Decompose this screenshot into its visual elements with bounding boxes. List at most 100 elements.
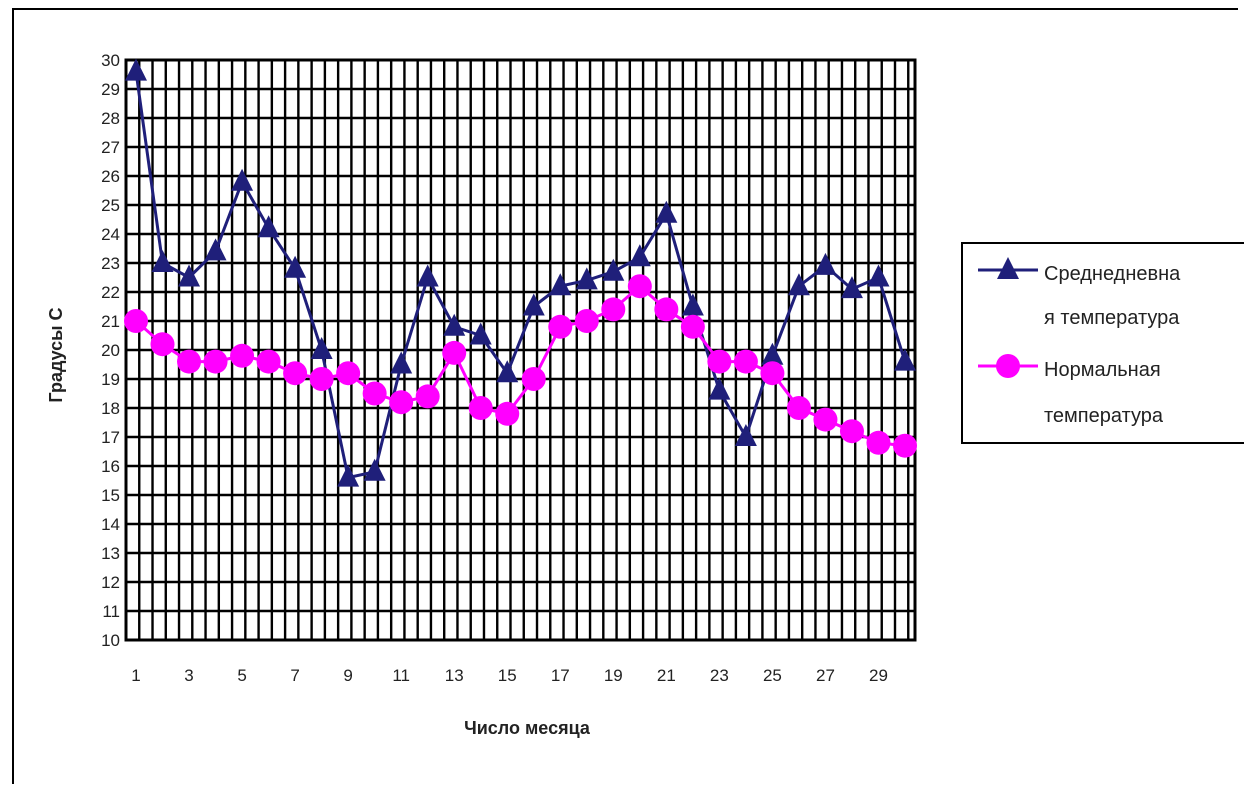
data-point-triangle bbox=[204, 238, 227, 261]
y-tick-label: 20 bbox=[101, 341, 120, 360]
y-tick-label: 15 bbox=[101, 486, 120, 505]
x-tick-label: 17 bbox=[551, 666, 570, 685]
y-axis-ticks: 10 11 12 13 14 15 16 17 18 19 20 21 22 23 24 25 26 27 28 29… bbox=[101, 51, 120, 650]
legend-marker-circle bbox=[996, 354, 1020, 378]
data-point-triangle bbox=[867, 264, 890, 287]
data-point-circle bbox=[760, 361, 785, 386]
data-point-circle bbox=[283, 361, 308, 386]
data-point-triangle bbox=[602, 258, 625, 281]
data-point-triangle bbox=[390, 351, 413, 374]
data-point-circle bbox=[309, 367, 334, 391]
data-point-circle bbox=[786, 396, 811, 420]
legend-label-line1: Среднедневна bbox=[1044, 263, 1181, 285]
data-point-triangle bbox=[443, 313, 466, 336]
x-tick-label: 11 bbox=[392, 666, 410, 685]
y-tick-label: 13 bbox=[101, 544, 120, 563]
y-tick-label: 30 bbox=[101, 51, 120, 70]
data-point-triangle bbox=[628, 244, 651, 267]
legend-label-line2: я температура bbox=[1044, 307, 1180, 329]
data-point-circle bbox=[866, 430, 891, 455]
data-point-triangle bbox=[708, 377, 731, 400]
legend-label-line2: температура bbox=[1044, 405, 1164, 427]
x-tick-label: 29 bbox=[869, 666, 888, 685]
y-tick-label: 14 bbox=[101, 515, 120, 534]
data-point-circle bbox=[468, 396, 493, 420]
data-point-circle bbox=[389, 390, 414, 415]
data-point-circle bbox=[362, 381, 387, 406]
x-tick-label: 19 bbox=[604, 666, 623, 685]
x-tick-label: 9 bbox=[343, 666, 352, 685]
y-tick-label: 10 bbox=[101, 631, 120, 650]
data-point-triangle bbox=[894, 348, 916, 371]
data-point-circle bbox=[601, 297, 626, 322]
x-axis-title: Число месяца bbox=[464, 718, 591, 738]
data-point-circle bbox=[627, 274, 652, 299]
data-point-triangle bbox=[575, 267, 598, 290]
data-point-triangle bbox=[549, 273, 572, 296]
data-point-triangle bbox=[787, 273, 810, 296]
data-point-circle bbox=[336, 361, 361, 386]
y-tick-label: 24 bbox=[101, 225, 120, 244]
chart-frame bbox=[12, 8, 1238, 784]
y-tick-label: 29 bbox=[101, 80, 120, 99]
series-line bbox=[134, 71, 907, 480]
x-tick-label: 3 bbox=[184, 666, 193, 685]
x-tick-label: 23 bbox=[710, 666, 729, 685]
series-1 bbox=[125, 58, 916, 487]
series-2 bbox=[124, 274, 917, 458]
y-axis-title: Градусы С bbox=[46, 307, 66, 402]
data-point-circle bbox=[654, 297, 679, 322]
data-point-circle bbox=[893, 433, 917, 458]
y-tick-label: 26 bbox=[101, 167, 120, 186]
data-point-circle bbox=[680, 314, 705, 339]
y-tick-label: 27 bbox=[101, 138, 120, 157]
x-tick-label: 27 bbox=[816, 666, 835, 685]
y-tick-label: 22 bbox=[101, 283, 120, 302]
y-tick-label: 16 bbox=[101, 457, 120, 476]
y-tick-label: 19 bbox=[101, 370, 120, 389]
data-point-circle bbox=[150, 332, 175, 357]
data-point-triangle bbox=[522, 293, 545, 316]
legend-marker-triangle bbox=[997, 257, 1019, 279]
x-tick-label: 7 bbox=[290, 666, 299, 685]
data-point-triangle bbox=[257, 215, 280, 238]
data-point-circle bbox=[203, 349, 228, 374]
data-point-triangle bbox=[363, 458, 386, 481]
series-layer bbox=[124, 58, 917, 487]
data-point-triangle bbox=[734, 424, 757, 446]
x-tick-label: 13 bbox=[445, 666, 464, 685]
data-point-triangle bbox=[814, 252, 837, 275]
data-point-circle bbox=[256, 349, 281, 374]
data-point-circle bbox=[442, 340, 467, 365]
gridlines bbox=[124, 58, 915, 642]
data-point-triangle bbox=[151, 250, 174, 272]
y-tick-label: 23 bbox=[101, 254, 120, 273]
data-point-triangle bbox=[496, 360, 519, 383]
y-tick-label: 21 bbox=[101, 312, 120, 331]
legend-label-line1: Нормальная bbox=[1044, 359, 1161, 381]
data-point-circle bbox=[707, 349, 732, 374]
data-point-triangle bbox=[761, 342, 784, 365]
data-point-triangle bbox=[231, 168, 254, 191]
y-tick-label: 18 bbox=[101, 399, 120, 418]
data-point-circle bbox=[574, 309, 599, 333]
data-point-circle bbox=[415, 384, 440, 409]
data-point-circle bbox=[230, 343, 255, 368]
y-tick-label: 11 bbox=[102, 602, 120, 621]
x-tick-label: 15 bbox=[498, 666, 517, 685]
x-tick-label: 5 bbox=[237, 666, 246, 685]
data-point-circle bbox=[548, 314, 573, 339]
x-tick-label: 21 bbox=[657, 666, 676, 685]
data-point-triangle bbox=[840, 276, 863, 299]
data-point-circle bbox=[813, 407, 838, 432]
legend: Среднедневна я температура Нормальная темпе… bbox=[961, 242, 1244, 444]
y-tick-label: 17 bbox=[101, 428, 120, 447]
data-point-circle bbox=[495, 401, 520, 426]
data-point-triangle bbox=[310, 337, 333, 359]
x-axis-ticks: 1 3 5 7 9 11 13 15 17 19 21 23 25 27 29 bbox=[131, 666, 888, 685]
data-point-triangle bbox=[416, 264, 439, 287]
y-tick-label: 12 bbox=[101, 573, 120, 592]
x-tick-label: 1 bbox=[131, 666, 140, 685]
data-point-circle bbox=[177, 349, 202, 374]
